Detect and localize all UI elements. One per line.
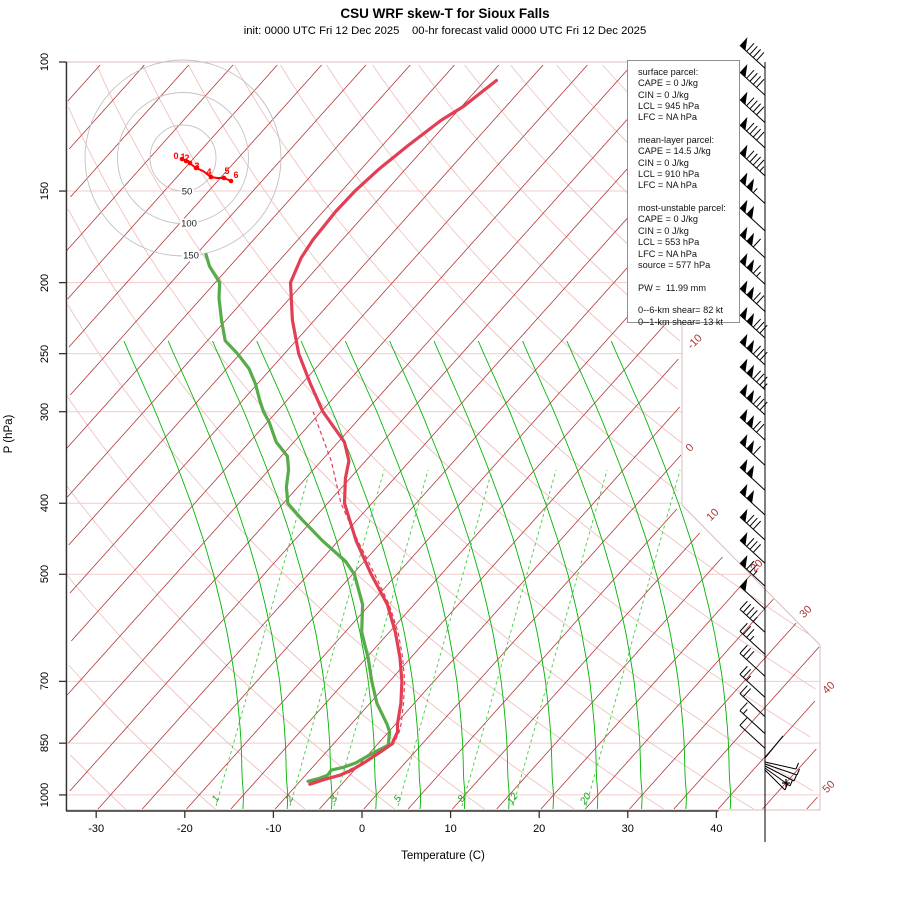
x-tick-label: 0: [358, 823, 366, 835]
page-subtitle: init: 0000 UTC Fri 12 Dec 2025 00-hr for…: [243, 25, 647, 37]
hodograph-height-label: 5: [224, 166, 230, 176]
info-box-line: LCL = 910 hPa: [638, 169, 700, 180]
info-box-line: CAPE = 0 J/kg: [638, 214, 699, 225]
y-axis-title: P (hPa): [3, 414, 15, 454]
dry-adiabats: [65, 64, 816, 810]
info-box-line: [638, 294, 739, 305]
y-tick-label: 300: [39, 402, 51, 421]
info-box-line: LFC = NA hPa: [638, 248, 697, 259]
wind-barbs: [739, 37, 800, 842]
dewpoint-curve: [204, 252, 392, 783]
info-box-line: [638, 192, 739, 203]
moist-adiabats: [123, 340, 732, 810]
info-box-line: CIN = 0 J/kg: [638, 157, 689, 168]
x-tick-label: -10: [265, 823, 282, 835]
hodograph-height-label: 6: [233, 170, 239, 180]
info-box-line: LFC = NA hPa: [638, 112, 697, 123]
hodograph-height-label: 0: [173, 151, 179, 161]
info-box-line: mean-layer parcel:: [638, 135, 715, 146]
page-title: CSU WRF skew-T for Sioux Falls: [340, 6, 550, 21]
hodograph-height-label: 4: [206, 167, 212, 177]
y-tick-label: 500: [39, 565, 51, 584]
axes: [59, 61, 719, 818]
info-box-line: 0--1-km shear= 13 kt: [638, 316, 724, 327]
info-box-line: source = 577 hPa: [638, 259, 711, 270]
info-box-line: 0--6-km shear= 82 kt: [638, 305, 724, 316]
info-box-line: most-unstable parcel:: [638, 203, 726, 214]
info-box-line: CAPE = 14.5 J/kg: [638, 146, 711, 157]
info-box-line: CIN = 0 J/kg: [638, 225, 689, 236]
y-tick-label: 200: [39, 273, 51, 292]
info-box-line: LCL = 945 hPa: [638, 101, 700, 112]
info-box-line: [638, 124, 739, 135]
parcel-info-box: surface parcel: CAPE = 0 J/kg CIN = 0 J/kg…: [627, 60, 740, 327]
x-tick-label: 30: [621, 823, 634, 835]
y-tick-label: 150: [39, 181, 51, 201]
info-box-line: CAPE = 0 J/kg: [638, 78, 699, 89]
info-box-line: [638, 271, 739, 282]
hodograph-ring-label: 50: [180, 186, 194, 198]
info-box-line: CIN = 0 J/kg: [638, 89, 689, 100]
info-box-line: LCL = 553 hPa: [638, 237, 700, 248]
hodograph-height-label: 2: [184, 153, 190, 163]
info-box-line: LFC = NA hPa: [638, 180, 697, 191]
x-axis-title: Temperature (C): [401, 850, 485, 862]
x-tick-label: -30: [88, 823, 105, 835]
hodograph-height-label: 3: [194, 161, 200, 171]
hodograph-height-label: 1: [180, 152, 186, 162]
y-tick-label: 250: [39, 344, 51, 363]
pressure-gridlines: [66, 61, 820, 796]
mixing-ratio-lines: [215, 469, 681, 807]
info-box-line: surface parcel:: [638, 67, 699, 77]
y-tick-label: 1000: [39, 782, 51, 808]
y-tick-label: 700: [39, 672, 51, 691]
x-tick-label: 40: [710, 823, 723, 835]
x-tick-label: 10: [444, 823, 457, 835]
y-tick-label: 400: [39, 494, 51, 513]
parcel-path-curve: [309, 411, 406, 785]
info-box-line: PW = 11.99 mm: [638, 282, 706, 293]
y-tick-label: 850: [39, 733, 51, 753]
hodograph-ring-label: 150: [182, 250, 200, 262]
temperature-curve: [288, 78, 498, 786]
x-tick-label: -20: [176, 823, 193, 835]
x-tick-label: 20: [533, 823, 546, 835]
hodograph-trace: [179, 156, 234, 184]
y-tick-label: 100: [39, 52, 51, 72]
hodograph-ring-label: 100: [180, 218, 198, 230]
isotherms: [65, 64, 820, 810]
